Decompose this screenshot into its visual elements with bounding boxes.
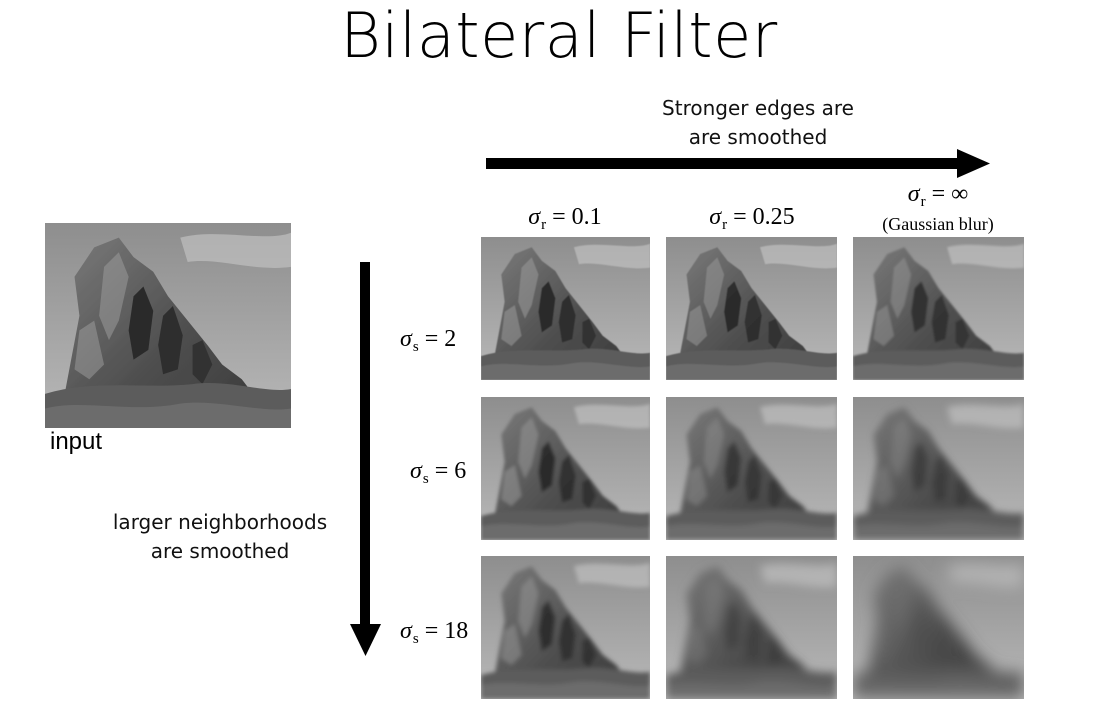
sigma-symbol: σ <box>400 326 412 352</box>
rock-photo <box>481 237 650 380</box>
sigma-symbol: σ <box>709 204 722 230</box>
sigma-subscript: r <box>722 217 728 233</box>
sigma-subscript: r <box>541 217 547 233</box>
rock-photo <box>666 237 837 380</box>
row-label-sigma-s-18: σs = 18 <box>400 618 468 648</box>
rock-photo <box>853 237 1024 380</box>
result-image-s18-r0.1 <box>481 556 650 699</box>
result-image-s2-rinf <box>853 237 1024 380</box>
rock-photo <box>853 556 1024 699</box>
column-label-sigma-r-0.25: σr = 0.25 <box>684 204 820 234</box>
rock-photo <box>481 556 650 699</box>
sigma-value: = 0.25 <box>733 204 795 230</box>
sigma-symbol: σ <box>907 181 920 207</box>
input-label: input <box>50 428 103 455</box>
sigma-value: = 6 <box>434 458 467 484</box>
sigma-symbol: σ <box>528 204 541 230</box>
range-arrow-caption: Stronger edges are are smoothed <box>640 94 876 152</box>
result-image-s2-r0.1 <box>481 237 650 380</box>
rock-photo <box>45 223 291 428</box>
range-caption-line-2: are smoothed <box>688 125 828 149</box>
gaussian-blur-note: (Gaussian blur) <box>882 214 994 234</box>
rock-photo <box>666 556 837 699</box>
sigma-value: = 2 <box>424 326 457 352</box>
input-image <box>45 223 291 428</box>
rock-photo <box>853 397 1024 540</box>
result-image-s2-r0.25 <box>666 237 837 380</box>
column-label-sigma-r-0.1: σr = 0.1 <box>500 204 630 234</box>
slide-title: Bilateral Filter <box>340 0 778 72</box>
spatial-arrow <box>350 262 381 656</box>
range-caption-line-1: Stronger edges are <box>662 96 854 120</box>
range-arrow <box>486 149 990 178</box>
column-label-sigma-r-infinity: σr = ∞ (Gaussian blur) <box>856 182 1020 234</box>
result-image-s6-r0.1 <box>481 397 650 540</box>
sigma-symbol: σ <box>400 618 412 644</box>
result-image-s18-r0.25 <box>666 556 837 699</box>
sigma-value: = ∞ <box>931 181 969 207</box>
spatial-caption-line-1: larger neighborhoods <box>112 510 328 534</box>
row-label-sigma-s-2: σs = 2 <box>400 326 456 356</box>
sigma-value: = 0.1 <box>552 204 602 230</box>
rock-photo <box>481 397 650 540</box>
sigma-subscript: s <box>422 471 429 487</box>
sigma-subscript: s <box>412 339 419 355</box>
sigma-subscript: s <box>412 631 419 647</box>
sigma-subscript: r <box>920 194 926 210</box>
spatial-caption-line-2: are smoothed <box>150 539 290 563</box>
sigma-symbol: σ <box>410 458 422 484</box>
row-label-sigma-s-6: σs = 6 <box>410 458 466 488</box>
result-image-s6-rinf <box>853 397 1024 540</box>
spatial-arrow-caption: larger neighborhoods are smoothed <box>100 508 340 566</box>
result-image-s6-r0.25 <box>666 397 837 540</box>
sigma-value: = 18 <box>424 618 469 644</box>
result-image-s18-rinf <box>853 556 1024 699</box>
rock-photo <box>666 397 837 540</box>
